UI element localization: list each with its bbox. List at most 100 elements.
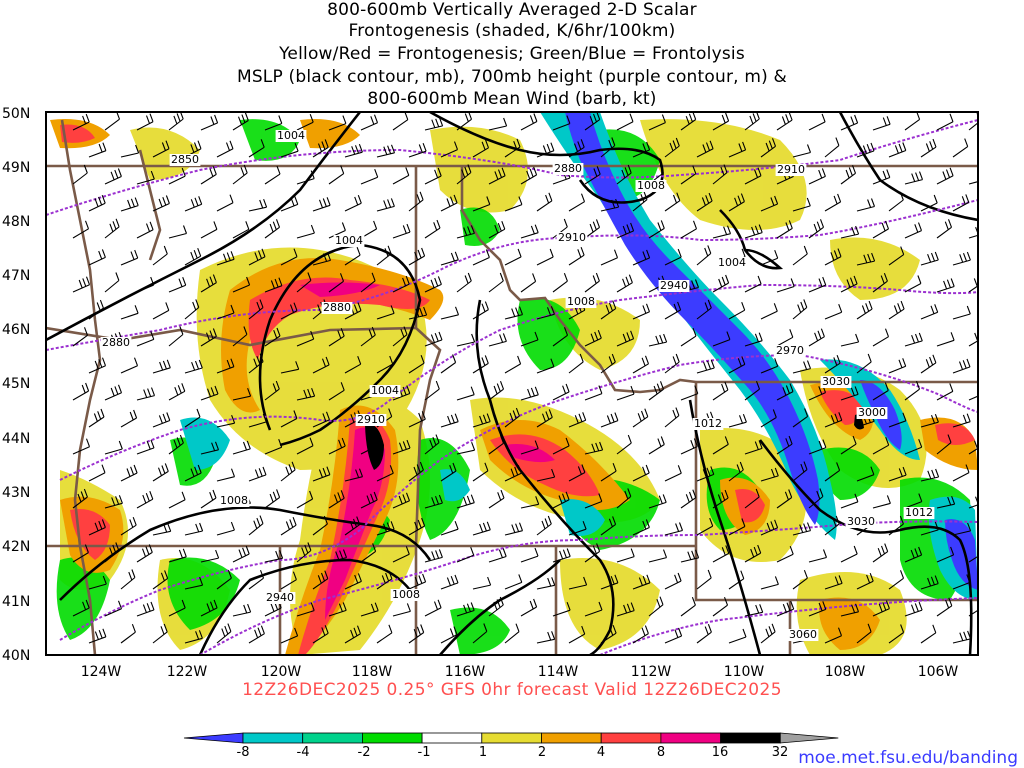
wind-barb (424, 494, 443, 509)
wind-barb (104, 495, 123, 509)
wind-barb (920, 624, 937, 644)
title-line-2: Frontogenesis (shaded, K/6hr/100km) (348, 21, 676, 41)
wind-barb (200, 166, 217, 185)
wind-barb (168, 383, 186, 401)
wind-barb (184, 408, 201, 428)
wind-barb (600, 463, 617, 482)
wind-barb (424, 276, 442, 293)
wind-barb (936, 383, 954, 401)
wind-barb (888, 246, 905, 266)
height-contour-label-bg (264, 592, 296, 604)
lat-label-47n: 47N (2, 268, 30, 284)
wind-barb (104, 542, 120, 563)
wind-barb (888, 358, 907, 374)
wind-barb (824, 248, 842, 266)
wind-barb (168, 491, 186, 509)
colorbar-swatch (481, 732, 542, 744)
wind-barb (888, 624, 905, 644)
wind-barb (568, 464, 586, 482)
wind-barb (856, 573, 874, 590)
lat-label-46n: 46N (2, 322, 30, 338)
wind-barb (840, 165, 857, 185)
wind-barb (904, 171, 924, 185)
wind-barb (712, 489, 729, 509)
wind-barb (568, 625, 586, 644)
wind-barb (808, 219, 825, 239)
wind-barb (744, 112, 760, 131)
wind-barb (760, 358, 779, 374)
wind-barb (760, 623, 776, 644)
wind-barb (920, 251, 939, 266)
wind-barb (248, 199, 268, 212)
wind-barb (760, 138, 777, 158)
wind-barb (120, 517, 137, 536)
wind-barb (280, 361, 300, 374)
wind-barb (168, 326, 184, 347)
credit-url[interactable]: moe.met.fsu.edu/banding (798, 748, 1018, 768)
wind-barb (328, 602, 347, 617)
wind-barb (408, 573, 427, 590)
wind-barb (824, 515, 840, 536)
wind-barb (344, 356, 362, 374)
wind-barb (664, 627, 683, 644)
wind-barb (440, 194, 458, 212)
wind-barb (136, 221, 154, 239)
wind-barb (216, 468, 236, 482)
lon-label-122w: 122W (167, 664, 208, 680)
wind-barb (152, 412, 171, 428)
wind-barb (840, 333, 860, 347)
wind-barb (408, 411, 426, 428)
wind-barb (376, 624, 393, 644)
lat-label-42n: 42N (2, 539, 30, 555)
wind-barb (392, 223, 411, 239)
wind-barb (600, 574, 619, 590)
wind-barb (808, 488, 824, 509)
wind-barb (72, 382, 90, 401)
wind-barb (936, 113, 954, 131)
height-contour-label: 3030 (847, 515, 875, 528)
wind-barb (936, 546, 955, 563)
wind-barb (776, 329, 794, 347)
wind-barb (424, 549, 443, 563)
wind-barb (168, 548, 187, 563)
wind-barb (216, 304, 235, 320)
wind-barb (328, 273, 345, 293)
wind-barb (248, 413, 267, 428)
wind-barb (344, 195, 362, 212)
wind-barb (248, 466, 267, 482)
wind-barb (216, 358, 235, 374)
wind-barb (504, 355, 522, 374)
lat-label-45n: 45N (2, 376, 30, 392)
wind-barb (312, 515, 328, 536)
wind-barb (648, 333, 668, 347)
wind-barbs (72, 112, 978, 644)
wind-barb (520, 496, 540, 509)
wind-barb (200, 221, 218, 239)
wind-barb (408, 355, 425, 374)
wind-barb (264, 439, 283, 455)
colorbar-swatch (720, 732, 781, 744)
wind-barb (776, 220, 793, 239)
wind-barb (440, 251, 459, 266)
wind-barb (904, 439, 923, 455)
wind-barb (696, 359, 715, 374)
wind-barb (456, 225, 475, 239)
wind-barb (600, 198, 620, 212)
wind-barb (488, 272, 504, 293)
wind-barb (648, 596, 664, 617)
wind-barb (104, 384, 123, 401)
wind-barb (648, 549, 668, 563)
wind-barb (456, 272, 472, 293)
wind-barb (792, 197, 811, 212)
wind-barb (584, 330, 602, 347)
wind-barb (584, 219, 601, 239)
wind-barb (520, 440, 539, 455)
wind-barb (104, 218, 120, 239)
wind-barb (872, 600, 890, 617)
wind-barb (776, 489, 793, 509)
lat-label-48n: 48N (2, 214, 30, 230)
wind-barb (360, 114, 379, 131)
wind-barb (184, 196, 203, 212)
wind-barb (152, 140, 170, 158)
wind-barb (536, 306, 555, 320)
